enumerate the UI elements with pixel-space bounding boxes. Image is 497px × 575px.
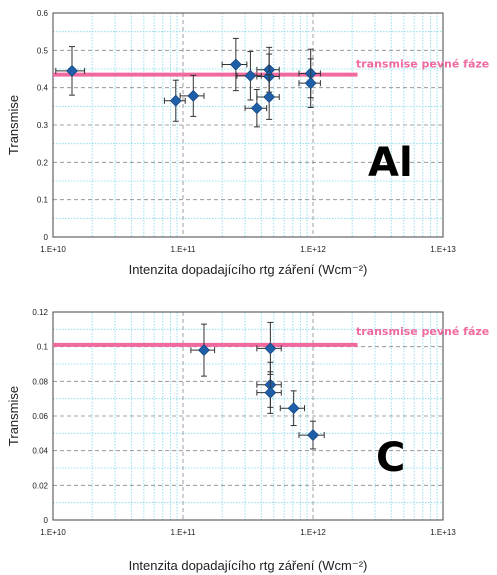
chart-panel-al: transmise pevné fáze 0 0.1 0.2 0.3 0.4 0.5 0.6 1… <box>6 9 489 277</box>
x-tick-label: 1.E+10 <box>40 245 66 254</box>
panel-tag-c: C <box>376 435 405 481</box>
data-marker <box>198 344 210 357</box>
x-tick-label: 1.E+11 <box>171 528 197 537</box>
x-tick-label: 1.E+12 <box>300 245 326 254</box>
plot-frame <box>52 12 444 238</box>
panel-tag-al: Al <box>368 140 413 186</box>
y-tick-label: 0 <box>44 233 49 242</box>
y-tick-label: 0 <box>44 516 49 525</box>
y-tick-label: 0.1 <box>37 196 49 205</box>
x-axis-label: Intenzita dopadajícího rtg záření (Wcm⁻²… <box>129 558 368 573</box>
x-axis-label: Intenzita dopadajícího rtg záření (Wcm⁻²… <box>129 262 368 277</box>
data-marker <box>187 89 200 102</box>
y-tick-label: 0.2 <box>37 158 49 167</box>
data-marker <box>263 91 276 103</box>
reference-line-label: transmise pevné fáze <box>356 325 489 338</box>
data-marker <box>229 58 242 71</box>
x-tick-label: 1.E+10 <box>40 528 66 537</box>
data-marker <box>264 342 277 355</box>
data-marker <box>250 102 263 115</box>
data-marker <box>307 429 319 441</box>
x-tick-label: 1.E+11 <box>171 245 197 254</box>
y-tick-label: 0.6 <box>37 9 49 18</box>
x-tick-label: 1.E+13 <box>430 528 456 537</box>
reference-line-label: transmise pevné fáze <box>356 58 489 71</box>
x-tick-label: 1.E+13 <box>430 245 456 254</box>
data-point <box>298 420 325 450</box>
chart-svg-c: transmise pevné fáze 0 0.02 0.04 0.06 0.08 0.1… <box>6 308 489 573</box>
y-axis-label: Transmise <box>6 95 21 155</box>
x-tick-label: 1.E+12 <box>300 528 326 537</box>
data-point <box>221 37 248 92</box>
data-point <box>190 323 216 377</box>
y-tick-label: 0.4 <box>37 84 49 93</box>
chart-svg-al: transmise pevné fáze 0 0.1 0.2 0.3 0.4 0.5 0.6 1… <box>6 9 489 277</box>
y-tick-label: 0.3 <box>37 121 49 130</box>
data-point <box>256 74 280 120</box>
chart-panel-c: transmise pevné fáze 0 0.02 0.04 0.06 0.08 0.1… <box>0 296 497 575</box>
y-tick-label: 0.04 <box>32 447 48 456</box>
data-marker <box>287 402 300 415</box>
data-point <box>179 74 205 117</box>
data-marker <box>244 69 257 82</box>
y-tick-label: 0.1 <box>37 343 49 352</box>
data-point <box>256 371 282 414</box>
data-point <box>279 390 305 427</box>
data-point <box>298 58 321 108</box>
y-tick-label: 0.08 <box>32 377 48 386</box>
data-point <box>55 46 86 96</box>
data-marker <box>169 94 182 107</box>
data-marker <box>66 64 78 77</box>
y-tick-label: 0.5 <box>37 46 49 55</box>
y-tick-label: 0.12 <box>32 308 48 317</box>
data-point <box>163 79 186 122</box>
plot-frame <box>52 311 444 521</box>
data-point <box>256 321 282 375</box>
data-marker <box>304 77 317 90</box>
data-marker <box>264 386 277 399</box>
y-tick-label: 0.06 <box>32 412 48 421</box>
y-tick-label: 0.02 <box>32 481 48 490</box>
y-axis-label: Transmise <box>6 386 21 446</box>
